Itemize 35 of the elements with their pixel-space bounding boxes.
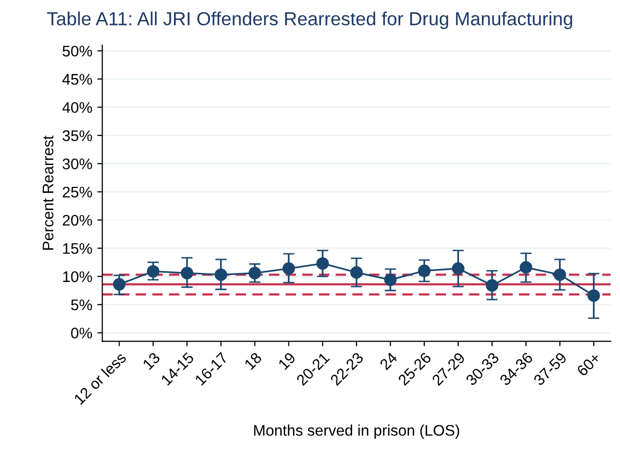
x-tick-label: 13 (142, 352, 161, 370)
point (350, 266, 363, 279)
y-tick-label: 30% (62, 158, 92, 170)
point (588, 289, 600, 302)
y-tick-label: 50% (62, 46, 92, 57)
x-tick-label: 12 or less (73, 351, 127, 405)
chart-title: Table A11: All JRI Offenders Rearrested for Drug Manufacturing (47, 12, 572, 30)
y-tick-label: 0% (71, 328, 92, 338)
point (282, 262, 295, 275)
point (554, 268, 566, 281)
x-tick-label: 24 (379, 352, 398, 370)
x-tick-label: 19 (278, 352, 296, 370)
y-axis-title: Percent Rearrest (42, 136, 54, 250)
y-tick-label: 40% (62, 102, 92, 113)
x-axis-title: Months served in prison (LOS) (254, 424, 460, 439)
point (316, 257, 329, 270)
point (146, 265, 160, 278)
y-tick-label: 15% (63, 243, 92, 254)
point (452, 262, 464, 275)
y-tick-label: 35% (62, 130, 92, 142)
point (384, 274, 397, 286)
y-tick-label: 25% (62, 186, 92, 198)
y-tick-label: 5% (71, 300, 92, 310)
y-tick-label: 45% (62, 74, 92, 85)
x-tick-label: 60+ (576, 352, 602, 377)
point (520, 261, 532, 274)
point (248, 266, 262, 280)
y-tick-label: 20% (62, 214, 92, 226)
point (418, 264, 431, 278)
point (486, 279, 498, 292)
point (112, 278, 126, 291)
y-tick-label: 10% (63, 271, 92, 282)
point (214, 268, 228, 281)
x-tick-label: 18 (244, 352, 262, 370)
point (180, 266, 194, 280)
